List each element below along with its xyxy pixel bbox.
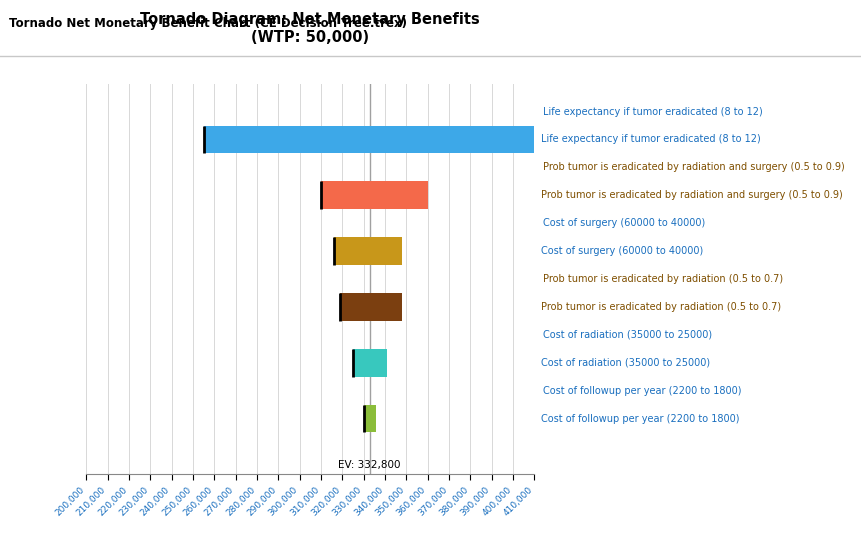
Bar: [203, 126, 534, 153]
Text: Cost of radiation (35000 to 25000): Cost of radiation (35000 to 25000): [542, 330, 711, 340]
Bar: [353, 349, 387, 377]
Bar: [333, 237, 401, 265]
Text: Cost of surgery (60000 to 40000): Cost of surgery (60000 to 40000): [541, 246, 703, 256]
Text: Cost of radiation (35000 to 25000): Cost of radiation (35000 to 25000): [541, 358, 709, 368]
Text: Tornado Net Monetary Benefit Chart (CE Decision Tree.trex): Tornado Net Monetary Benefit Chart (CE D…: [9, 17, 406, 30]
Text: Life expectancy if tumor eradicated (8 to 12): Life expectancy if tumor eradicated (8 t…: [541, 134, 760, 145]
Text: EV: 332,800: EV: 332,800: [338, 460, 400, 470]
Text: Prob tumor is eradicated by radiation and surgery (0.5 to 0.9): Prob tumor is eradicated by radiation an…: [541, 190, 842, 200]
Text: Prob tumor is eradicated by radiation (0.5 to 0.7): Prob tumor is eradicated by radiation (0…: [541, 302, 781, 312]
Bar: [363, 405, 376, 432]
Text: Tornado Diagram: Net Monetary Benefits
(WTP: 50,000): Tornado Diagram: Net Monetary Benefits (…: [140, 12, 480, 45]
Text: Cost of followup per year (2200 to 1800): Cost of followup per year (2200 to 1800): [542, 386, 740, 396]
Text: Prob tumor is eradicated by radiation and surgery (0.5 to 0.9): Prob tumor is eradicated by radiation an…: [542, 162, 844, 172]
Bar: [340, 293, 401, 321]
Text: Prob tumor is eradicated by radiation (0.5 to 0.7): Prob tumor is eradicated by radiation (0…: [542, 274, 783, 284]
Bar: [320, 181, 427, 209]
Text: Life expectancy if tumor eradicated (8 to 12): Life expectancy if tumor eradicated (8 t…: [542, 107, 762, 117]
Text: Cost of surgery (60000 to 40000): Cost of surgery (60000 to 40000): [542, 218, 704, 228]
Text: Cost of followup per year (2200 to 1800): Cost of followup per year (2200 to 1800): [541, 413, 739, 424]
